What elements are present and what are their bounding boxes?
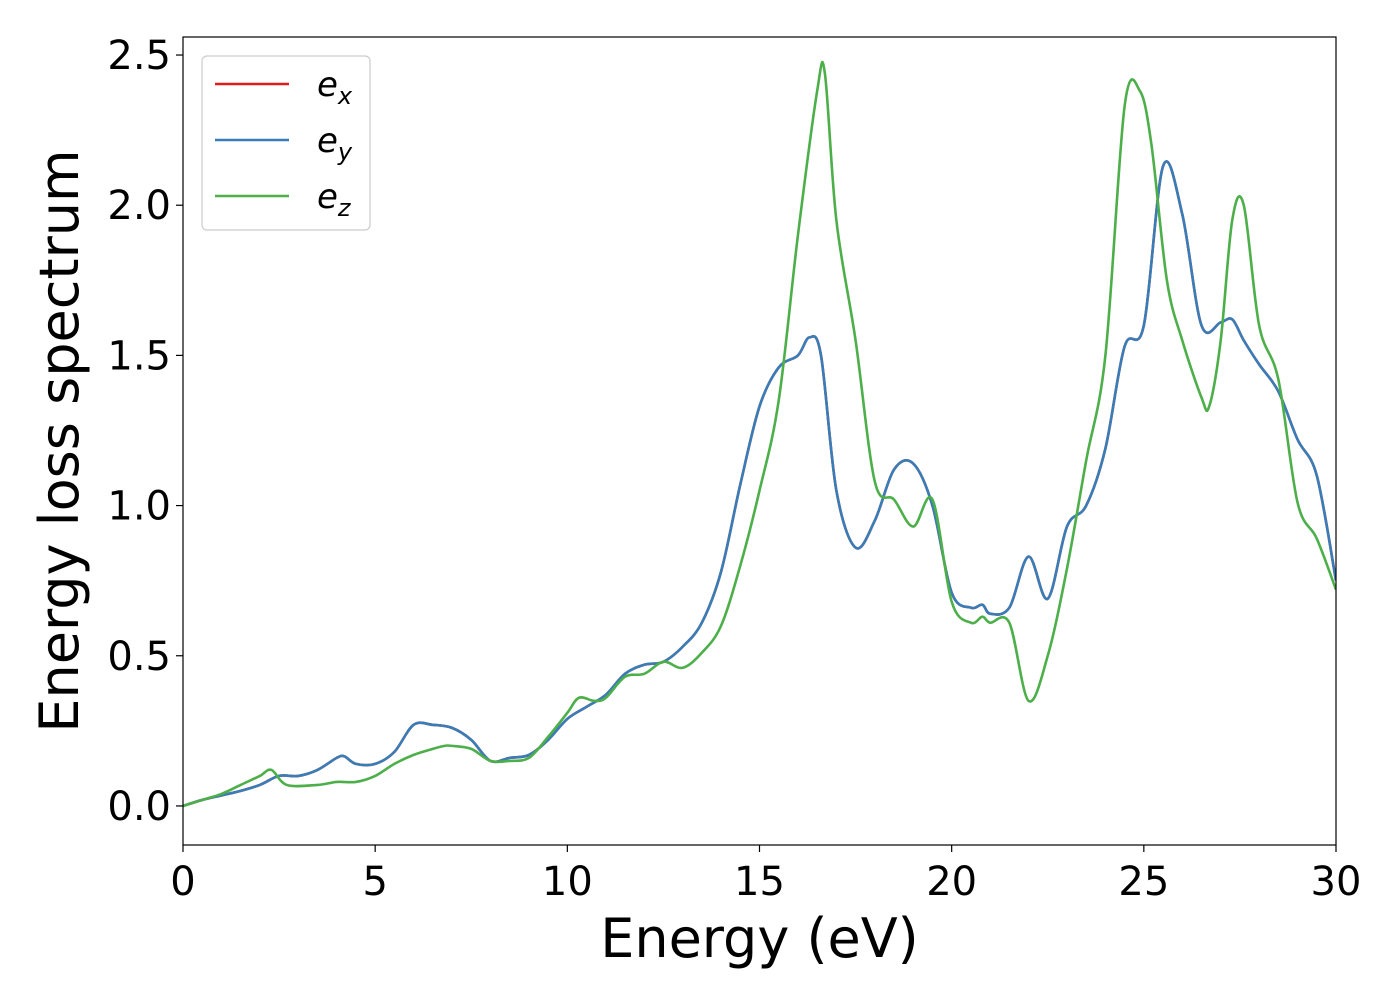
y-tick-label: 2.5 bbox=[107, 33, 171, 79]
series-line-y bbox=[183, 160, 1336, 808]
series-line-z bbox=[183, 60, 1336, 808]
y-axis-ticks: 0.0 0.5 1.0 1.5 2.0 2.5 bbox=[107, 33, 183, 830]
x-tick-label: 15 bbox=[734, 859, 785, 905]
series-layer bbox=[183, 60, 1336, 808]
y-tick-label: 0.5 bbox=[107, 634, 171, 680]
x-tick-label: 30 bbox=[1311, 859, 1362, 905]
y-tick-label: 2.0 bbox=[107, 183, 171, 229]
x-axis-ticks: 0 5 10 15 20 25 30 bbox=[170, 845, 1361, 905]
x-tick-label: 5 bbox=[362, 859, 387, 905]
y-tick-label: 0.0 bbox=[107, 784, 171, 830]
x-axis-title: Energy (eV) bbox=[600, 907, 919, 970]
legend-label-z: ez bbox=[317, 177, 352, 222]
x-tick-label: 25 bbox=[1118, 859, 1169, 905]
legend-box bbox=[201, 55, 371, 231]
y-tick-label: 1.0 bbox=[107, 484, 171, 530]
x-tick-label: 20 bbox=[926, 859, 977, 905]
legend-label-y: ey bbox=[317, 121, 353, 166]
legend: ex ey ez bbox=[201, 55, 371, 231]
x-tick-label: 0 bbox=[170, 859, 195, 905]
y-tick-label: 1.5 bbox=[107, 333, 171, 379]
y-axis-title: Energy loss spectrum bbox=[28, 149, 91, 732]
x-tick-label: 10 bbox=[542, 859, 593, 905]
legend-label-x: ex bbox=[317, 65, 353, 110]
